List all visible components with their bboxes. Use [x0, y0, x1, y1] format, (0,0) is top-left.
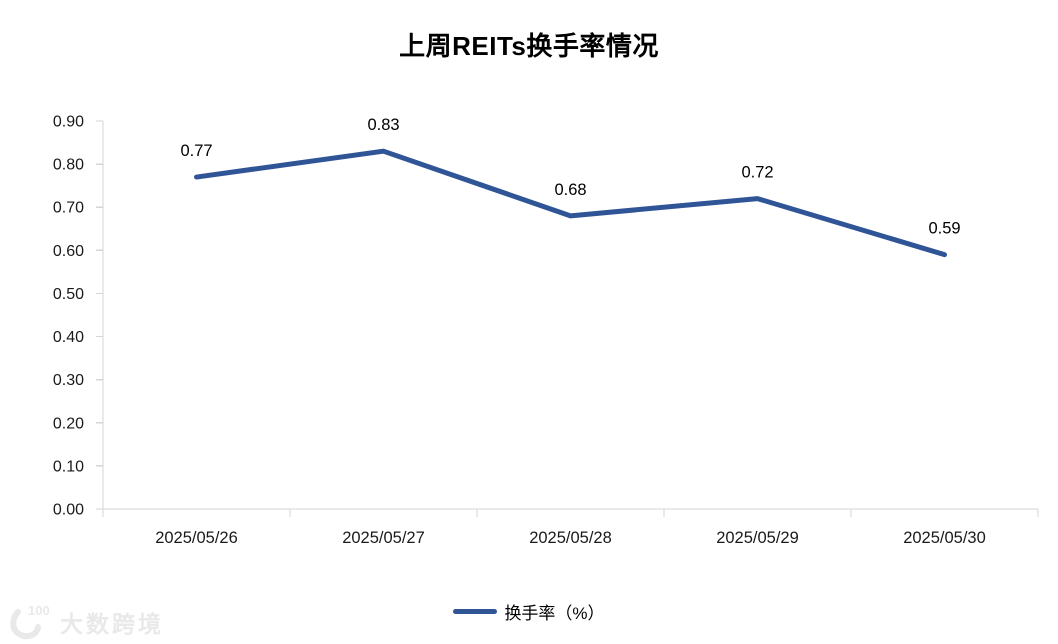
y-axis-tick-label: 0.80: [53, 157, 84, 174]
x-axis-tick-label: 2025/05/28: [529, 529, 612, 547]
watermark: 100 大数跨境: [6, 602, 164, 642]
dashukuajing-logo-icon: 100: [10, 603, 50, 640]
x-axis-tick-label: 2025/05/26: [155, 529, 238, 547]
turnover-rate-line-series: [194, 148, 947, 258]
watermark-text: 大数跨境: [60, 611, 164, 637]
data-point-label: 0.83: [367, 116, 399, 134]
data-point-label: 0.77: [180, 142, 212, 160]
x-axis-tick-label: 2025/05/30: [903, 529, 986, 547]
data-point-label: 0.59: [928, 220, 960, 238]
y-axis-tick-label: 0.90: [53, 114, 84, 131]
watermark-logo-number: 100: [28, 603, 50, 618]
legend-line-swatch: [453, 609, 498, 614]
chart-title: 上周REITs换手率情况: [399, 31, 659, 61]
x-axis-tick-label: 2025/05/29: [716, 529, 799, 547]
data-point-label: 0.68: [554, 181, 586, 199]
chart-legend: 换手率（%）: [0, 599, 1058, 624]
y-axis-tick-label: 0.10: [53, 458, 84, 475]
legend-series-label: 换手率（%）: [504, 604, 605, 623]
y-axis-tick-label: 0.00: [53, 502, 84, 519]
y-axis-tick-label: 0.40: [53, 329, 84, 346]
y-axis-tick-label: 0.70: [53, 200, 84, 217]
data-point-label: 0.72: [741, 164, 773, 182]
y-axis-tick-label: 0.30: [53, 372, 84, 389]
y-axis-tick-label: 0.60: [53, 243, 84, 260]
x-axis-tick-label: 2025/05/27: [342, 529, 425, 547]
y-axis-tick-label: 0.50: [53, 286, 84, 303]
y-axis-tick-label: 0.20: [53, 415, 84, 432]
